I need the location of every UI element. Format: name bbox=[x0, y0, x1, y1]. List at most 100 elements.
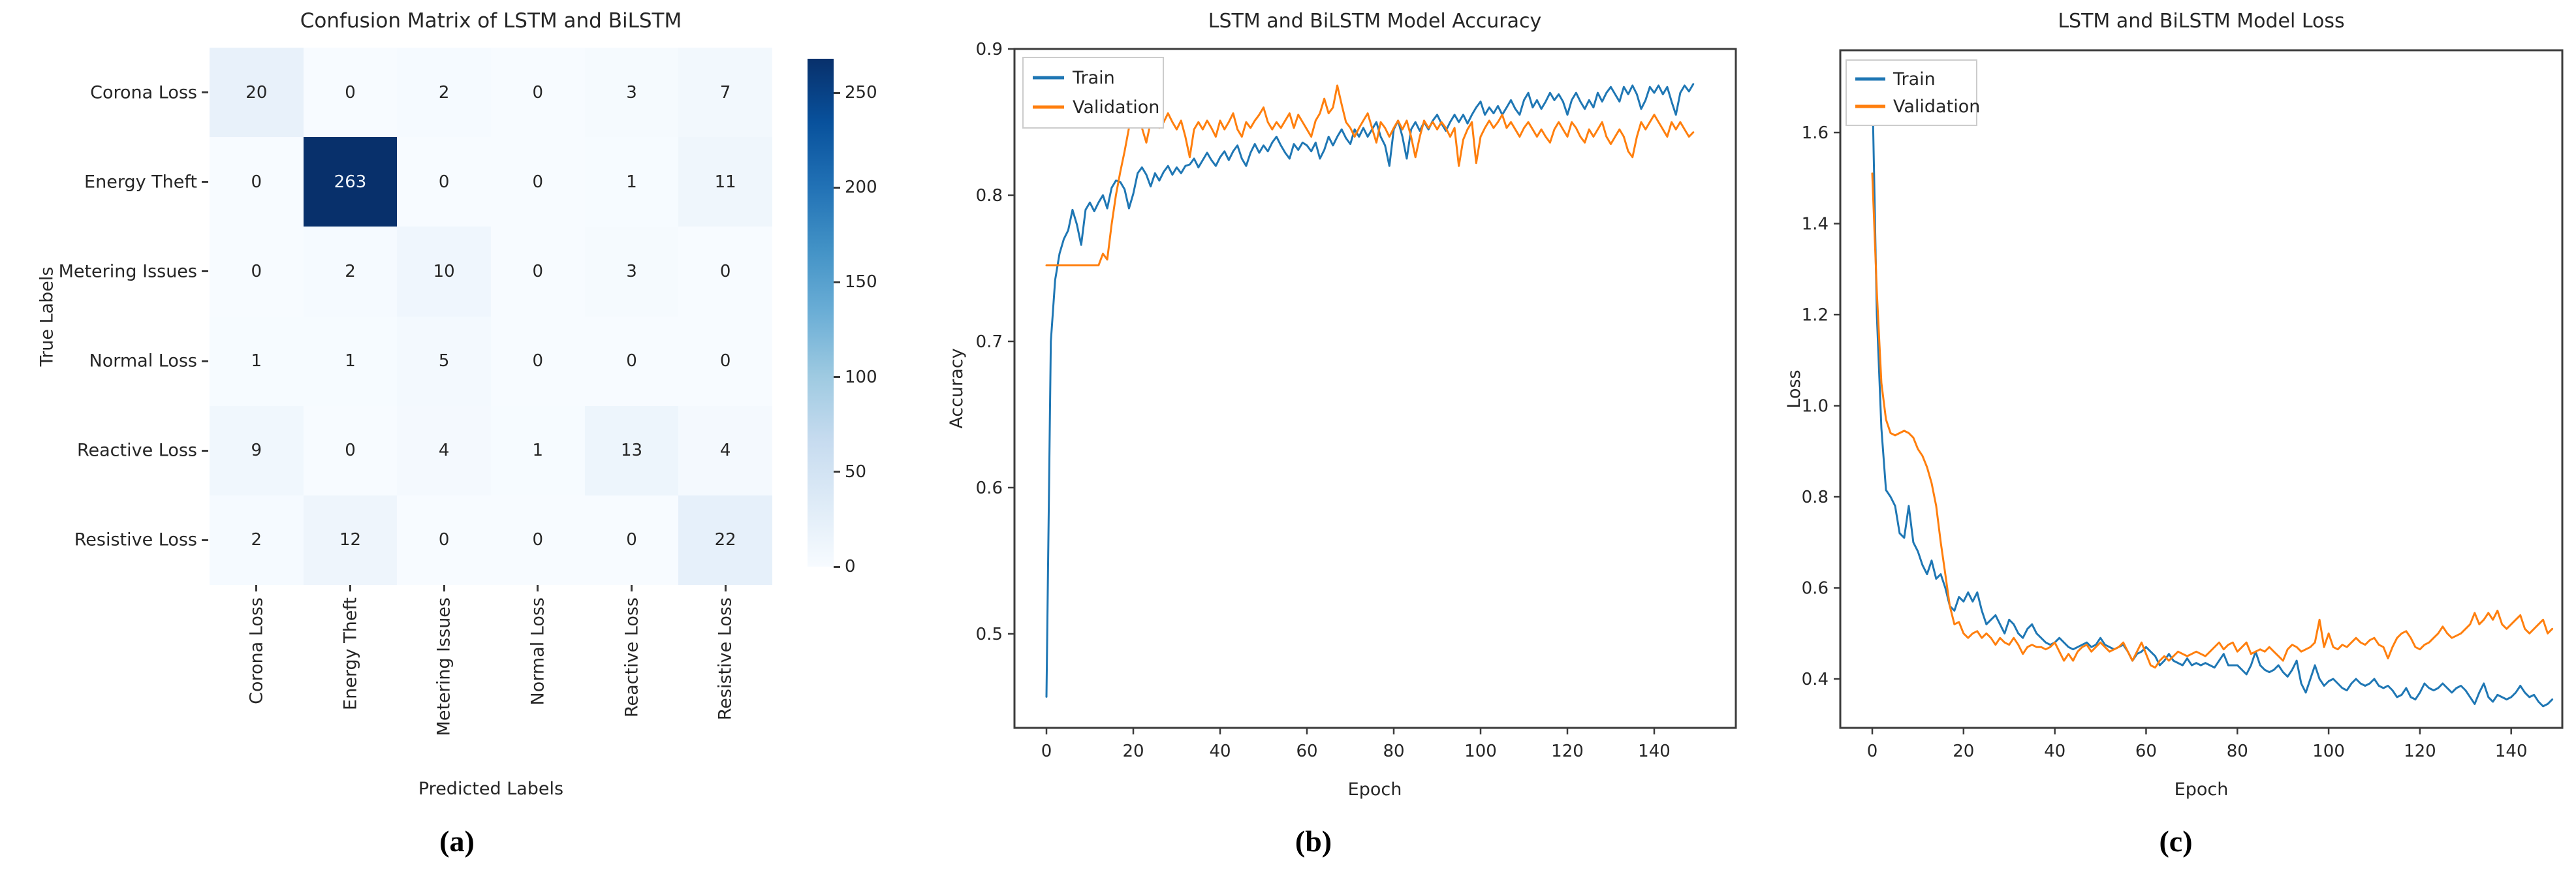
colorbar-tick-label: 200 bbox=[845, 178, 877, 198]
heatmap-cell: 263 bbox=[303, 137, 398, 227]
heatmap-cell: 1 bbox=[584, 137, 679, 227]
heatmap-cell: 20 bbox=[210, 48, 304, 138]
x-tick bbox=[724, 585, 727, 591]
y-tick-label: 1.6 bbox=[1802, 123, 1829, 143]
x-tick-label: 0 bbox=[1867, 742, 1878, 761]
series-line-train bbox=[1045, 83, 1695, 698]
loss-title: LSTM and BiLSTM Model Loss bbox=[2058, 10, 2344, 33]
heatmap-cell: 22 bbox=[678, 495, 772, 585]
caption-c: (c) bbox=[2159, 824, 2193, 858]
y-tick-label: 0.8 bbox=[976, 186, 1003, 206]
heatmap-cell: 10 bbox=[397, 227, 491, 317]
column-label: Corona Loss bbox=[246, 597, 267, 704]
heatmap-cell: 1 bbox=[303, 316, 398, 406]
colorbar-tick-label: 0 bbox=[845, 557, 856, 576]
heatmap-cell: 0 bbox=[303, 48, 398, 138]
column-label: Normal Loss bbox=[527, 597, 548, 706]
y-tick-label: 0.6 bbox=[976, 479, 1003, 498]
heatmap-cell: 0 bbox=[397, 137, 491, 227]
predicted-labels-axis-label: Predicted Labels bbox=[418, 779, 564, 799]
y-tick bbox=[202, 270, 208, 273]
y-tick-label: 0.4 bbox=[1802, 670, 1829, 689]
x-tick-label: 20 bbox=[1122, 742, 1144, 761]
y-tick-label: 0.9 bbox=[976, 40, 1003, 59]
y-tick bbox=[202, 91, 208, 94]
y-tick-label: 1.0 bbox=[1802, 397, 1829, 416]
colorbar-tick-label: 150 bbox=[845, 272, 877, 292]
row-label: Resistive Loss bbox=[74, 529, 197, 550]
column-label: Metering Issues bbox=[433, 597, 454, 736]
column-label: Reactive Loss bbox=[621, 597, 642, 718]
loss-panel: 0 20 40 60 80 100 120 140 0.4 0.6 0.8 1.0 1.2 1.4 1.6 … bbox=[1782, 0, 2576, 895]
x-tick-label: 40 bbox=[1209, 742, 1231, 761]
accuracy-plot-frame bbox=[1013, 48, 1737, 729]
heatmap-cell: 0 bbox=[491, 495, 585, 585]
heatmap-cell: 0 bbox=[584, 316, 679, 406]
column-label: Resistive Loss bbox=[715, 597, 736, 721]
x-tick-label: 40 bbox=[2044, 742, 2066, 761]
confusion-matrix-panel: Confusion Matrix of LSTM and BiLSTM 20 0 2… bbox=[0, 0, 953, 895]
heatmap-cell: 4 bbox=[397, 405, 491, 495]
colorbar bbox=[808, 59, 834, 567]
loss-plot-frame bbox=[1839, 49, 2564, 729]
heatmap-cell: 0 bbox=[584, 495, 679, 585]
x-tick-label: 80 bbox=[1383, 742, 1404, 761]
x-tick-label: 0 bbox=[1041, 742, 1052, 761]
accuracy-ylabel: Accuracy bbox=[947, 348, 967, 428]
row-label: Metering Issues bbox=[58, 261, 197, 282]
heatmap-cell: 0 bbox=[491, 227, 585, 317]
y-tick-label: 0.6 bbox=[1802, 579, 1829, 599]
y-tick-label: 0.7 bbox=[976, 332, 1003, 352]
colorbar-tick bbox=[834, 91, 840, 94]
heatmap-cell: 4 bbox=[678, 405, 772, 495]
heatmap-cell: 2 bbox=[397, 48, 491, 138]
x-tick-label: 80 bbox=[2227, 742, 2248, 761]
colorbar-tick bbox=[834, 186, 840, 189]
heatmap-cell: 1 bbox=[210, 316, 304, 406]
accuracy-panel: 0 20 40 60 80 100 120 140 0.5 0.6 0.7 0.8 0.9 LSTM a… bbox=[947, 0, 1782, 895]
accuracy-legend: Train Validation bbox=[1022, 57, 1164, 129]
x-tick bbox=[631, 585, 633, 591]
row-label: Corona Loss bbox=[90, 82, 197, 103]
heatmap-cell: 13 bbox=[584, 405, 679, 495]
heatmap-cell: 3 bbox=[584, 48, 679, 138]
x-tick-label: 60 bbox=[1296, 742, 1317, 761]
colorbar-tick-label: 100 bbox=[845, 367, 877, 387]
heatmap-cell: 7 bbox=[678, 48, 772, 138]
accuracy-chart: 0 20 40 60 80 100 120 140 0.5 0.6 0.7 0.8 0.9 LSTM a… bbox=[947, 10, 1737, 800]
y-tick bbox=[202, 181, 208, 183]
x-tick-label: 20 bbox=[1953, 742, 1974, 761]
heatmap-cell: 5 bbox=[397, 316, 491, 406]
heatmap-cell: 3 bbox=[584, 227, 679, 317]
heatmap-cell: 0 bbox=[678, 227, 772, 317]
x-tick-label: 100 bbox=[2312, 742, 2345, 761]
series-line-train bbox=[1871, 81, 2554, 708]
row-label: Energy Theft bbox=[84, 172, 197, 193]
colorbar-tick bbox=[834, 565, 840, 568]
row-label: Normal Loss bbox=[89, 351, 198, 371]
loss-xlabel: Epoch bbox=[2175, 779, 2229, 800]
heatmap-cell: 0 bbox=[491, 137, 585, 227]
y-tick-label: 1.4 bbox=[1802, 215, 1829, 234]
accuracy-title: LSTM and BiLSTM Model Accuracy bbox=[1208, 10, 1541, 33]
x-tick bbox=[255, 585, 258, 591]
x-tick-label: 60 bbox=[2135, 742, 2157, 761]
heatmap-cell: 0 bbox=[210, 227, 304, 317]
colorbar-tick-label: 50 bbox=[845, 462, 867, 482]
heatmap-cell: 2 bbox=[303, 227, 398, 317]
legend-train-label: Train bbox=[1893, 69, 1936, 89]
caption-b: (b) bbox=[1295, 824, 1332, 858]
confusion-matrix-heatmap: 20 0 2 0 3 7 0 263 0 0 1 11 0 2 10 0 3 0 1 1 5 0 0 0 9 0 4 1 13 4 2 12 0… bbox=[210, 48, 772, 585]
heatmap-cell: 9 bbox=[210, 405, 304, 495]
legend-train-label: Train bbox=[1072, 68, 1115, 88]
x-tick bbox=[537, 585, 539, 591]
heatmap-cell: 0 bbox=[397, 495, 491, 585]
confusion-matrix-title: Confusion Matrix of LSTM and BiLSTM bbox=[300, 9, 682, 33]
caption-a: (a) bbox=[439, 824, 475, 858]
legend-validation-label: Validation bbox=[1073, 97, 1159, 118]
heatmap-cell: 0 bbox=[210, 137, 304, 227]
heatmap-cell: 0 bbox=[491, 316, 585, 406]
heatmap-cell: 0 bbox=[303, 405, 398, 495]
loss-chart: 0 20 40 60 80 100 120 1400.40.60.81.01.21.41.6 … bbox=[1784, 10, 2564, 800]
